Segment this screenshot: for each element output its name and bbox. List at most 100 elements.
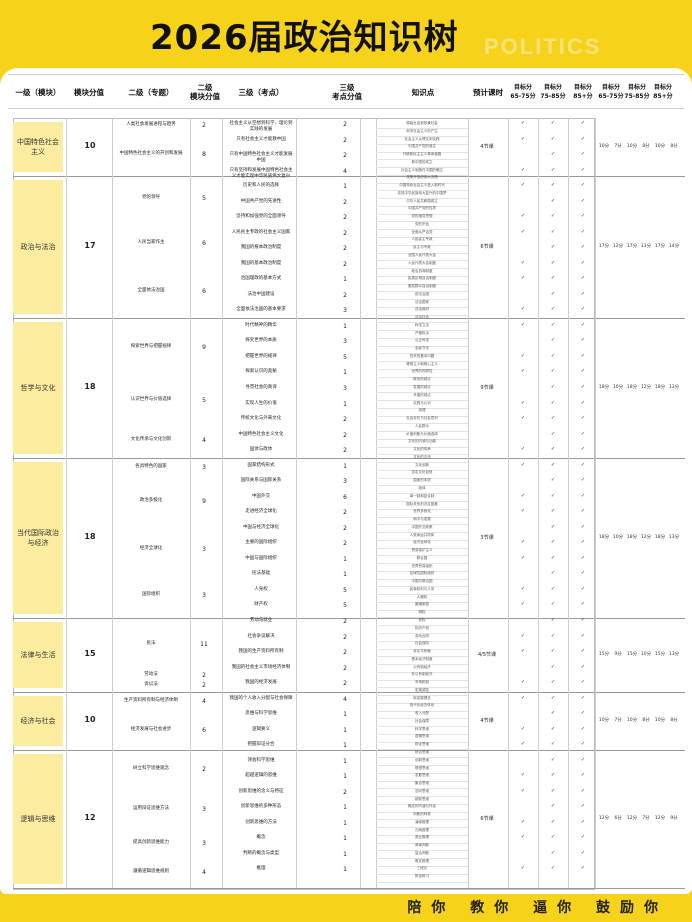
row-divider [376,438,468,440]
module-name: 法律与生活 [20,651,56,659]
row-divider [376,601,468,603]
check-mark-icon: ✓ [550,663,556,670]
check-mark-icon: ✓ [580,601,586,608]
exam-point-score: 2 [343,291,347,299]
row-divider [376,345,468,347]
row-divider [376,174,468,176]
check-mark-icon: ✓ [580,523,586,530]
knowledge-point: 基层群众自治制度 [408,284,436,289]
topic-score: 6 [202,288,206,295]
target-score: 10分 [626,144,638,149]
check-mark-icon: ✓ [520,213,526,220]
check-mark-icon: ✓ [520,368,526,375]
topic-score: 6 [202,240,206,247]
knowledge-point: 党的指导思想 [411,214,433,219]
knowledge-point: 国家的本质 [413,478,431,483]
check-mark-icon: ✓ [580,120,586,126]
knowledge-point: 全国人民代表大会 [408,253,436,257]
topic-label: 探索世界与把握规律 [130,344,172,349]
row-divider [376,524,468,526]
module-class-hours: 4/5节课 [477,652,497,658]
knowledge-point: 原始社会到奴隶社会 [406,121,438,125]
module-class-hours: 4节课 [480,718,494,724]
knowledge-point: 价值判断与价值选择 [406,431,438,436]
topic-score: 4 [202,869,206,876]
row-divider [376,283,468,285]
target-score: 12分 [598,816,610,821]
knowledge-point: 中华人民共和国成立 [406,198,438,203]
grid-column-line [296,118,297,888]
knowledge-point: 社会主义制度在中国的确立 [401,167,443,172]
module-band [13,122,63,172]
knowledge-point: 概念的内涵与外延 [408,804,436,809]
module-name: 哲学与文化 [20,384,56,392]
grid-column-line [112,118,113,888]
check-mark-icon: ✓ [550,570,556,577]
row-divider [376,299,468,301]
row-divider [376,858,468,860]
check-mark-icon: ✓ [580,508,586,515]
target-score: 12分 [640,385,652,390]
target-score: 9分 [614,652,622,657]
row-divider [376,749,468,751]
target-score: 12分 [640,535,652,540]
row-divider [376,757,468,759]
check-mark-icon: ✓ [520,818,526,825]
knowledge-point: 社会主义从理论到实践 [404,136,440,141]
knowledge-point: 中国共产党的性质 [408,206,436,211]
target-score: 17分 [626,244,638,249]
check-mark-icon: ✓ [550,384,556,391]
row-divider [376,462,468,464]
topic-label: 文化传承与文化创新 [130,437,172,442]
knowledge-point: 文化的传承 [413,447,431,452]
row-divider [376,842,468,844]
row-divider [376,625,468,627]
column-header: 三级 考点分值 [332,83,362,101]
row-divider [376,687,468,689]
exam-point-label: 民法基础 [252,571,270,577]
check-mark-icon: ✓ [520,135,526,142]
exam-point-label: 把握世界的规律 [245,353,277,359]
exam-point-label: 劳动与就业 [249,617,273,623]
exam-point-score: 2 [343,152,347,160]
knowledge-point: 劳动合同 [415,633,429,638]
target-score: 15分 [598,652,610,657]
exam-point-label: 寻觅社会的真谛 [245,385,277,391]
check-mark-icon: ✓ [550,492,556,499]
knowledge-point: 市场机制 [415,680,429,685]
check-mark-icon: ✓ [550,166,556,173]
check-mark-icon: ✓ [580,772,586,779]
row-divider [376,221,468,223]
check-mark-icon: ✓ [550,368,556,375]
topic-label: 诉讼法 [144,682,158,687]
exam-point-label: 概念 [256,835,266,841]
check-mark-icon: ✓ [550,803,556,810]
knowledge-point: 科学思维 [415,726,429,731]
knowledge-point: 民事权利与义务 [409,586,435,591]
row-divider [376,159,468,161]
row-divider [376,586,468,588]
exam-point-label: 创新思维的多种形态 [240,804,282,810]
check-mark-icon: ✓ [520,508,526,515]
knowledge-point: 世界的物质性 [411,369,433,374]
target-score: 10分 [654,718,666,723]
exam-point-score: 1 [343,757,347,765]
exam-point-score: 1 [343,835,347,843]
knowledge-point: 世界贸易组织 [411,563,433,568]
knowledge-point: 政体 [418,485,426,490]
exam-point-score: 2 [343,136,347,144]
target-score: 8分 [642,144,650,149]
check-mark-icon: ✓ [550,228,556,235]
check-mark-icon: ✓ [550,135,556,142]
check-mark-icon: ✓ [520,694,526,701]
exam-point-score: 2 [343,649,347,657]
exam-point-score: 4 [343,695,347,703]
exam-point-label: 坚持和加强党的全面领导 [236,214,286,220]
module-score: 10 [84,141,96,150]
topic-score: 9 [202,344,206,351]
check-mark-icon: ✓ [550,182,556,189]
target-score: 13分 [668,652,680,657]
exam-point-score: 1 [343,726,347,734]
knowledge-point: 经济全球化 [413,540,431,545]
check-mark-icon: ✓ [580,849,586,856]
